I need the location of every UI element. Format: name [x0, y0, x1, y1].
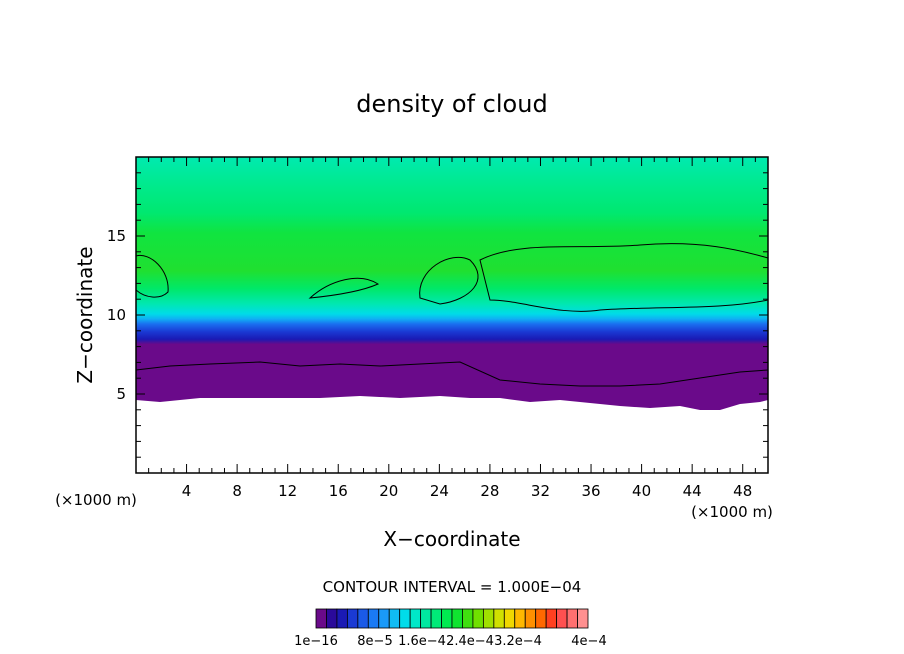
colorbar-swatch [315, 608, 327, 629]
colorbar-swatch [430, 608, 442, 629]
colorbar-label: 3.2e−4 [494, 634, 542, 649]
y-tick-label: 10 [107, 306, 126, 324]
contour-interval-label: CONTOUR INTERVAL = 1.000E−04 [323, 578, 582, 596]
colorbar-swatch [566, 608, 578, 629]
cloud-contour-middle [419, 256, 479, 305]
colorbar-swatch [420, 608, 432, 629]
x-tick-label: 8 [232, 482, 242, 500]
x-tick-label: 24 [430, 482, 449, 500]
colorbar-label: 1e−16 [294, 634, 338, 649]
y-tick-label: 15 [107, 227, 126, 245]
colorbar [315, 608, 589, 629]
cloud-contour-left [136, 254, 169, 298]
x-tick-label: 36 [581, 482, 600, 500]
y-tick-label: 5 [116, 385, 126, 403]
colorbar-label: 8e−5 [357, 634, 392, 649]
colorbar-swatch [535, 608, 547, 629]
y-axis-unit: (×1000 m) [55, 491, 137, 509]
cloud-contour-right [479, 243, 768, 312]
x-tick-label: 12 [278, 482, 297, 500]
colorbar-swatch [388, 608, 401, 629]
cloud-contour-upper [308, 277, 380, 299]
x-axis-unit: (×1000 m) [691, 503, 773, 521]
x-tick-label: 28 [480, 482, 499, 500]
x-tick-label: 48 [733, 482, 752, 500]
colorbar-swatch [378, 608, 390, 629]
colorbar-label: 4e−4 [571, 634, 606, 649]
colorbar-swatch [545, 608, 558, 629]
colorbar-swatch [462, 608, 474, 629]
colorbar-swatch [346, 608, 359, 629]
cloud-field [136, 157, 768, 410]
colorbar-swatch [326, 608, 338, 629]
colorbar-swatch [514, 608, 526, 629]
colorbar-swatch [503, 608, 516, 629]
x-tick-label: 32 [531, 482, 550, 500]
y-axis-title: Z−coordinate [73, 246, 97, 383]
x-tick-label: 4 [182, 482, 192, 500]
cloud-contour-base [136, 361, 768, 387]
x-tick-label: 16 [329, 482, 348, 500]
colorbar-swatch [441, 608, 453, 629]
x-tick-label: 40 [632, 482, 651, 500]
colorbar-swatch [556, 608, 568, 629]
colorbar-swatch [336, 608, 348, 629]
colorbar-swatch [367, 608, 380, 629]
y-axis-ticks: 5 10 15 [107, 172, 768, 458]
colorbar-swatch [357, 608, 369, 629]
x-axis-ticks: 4 8 12 16 20 24 28 32 36 40 44 48 [148, 157, 756, 500]
colorbar-swatch [409, 608, 422, 629]
colorbar-labels: 1e−16 8e−5 1.6e−4 2.4e−4 3.2e−4 4e−4 [294, 634, 607, 649]
colorbar-swatch [399, 608, 411, 629]
x-axis-title: X−coordinate [383, 527, 520, 551]
colorbar-swatch [493, 608, 505, 629]
colorbar-swatch [472, 608, 484, 629]
colorbar-swatch [451, 608, 463, 629]
x-tick-label: 20 [379, 482, 398, 500]
colorbar-swatch [577, 608, 589, 629]
x-tick-label: 44 [683, 482, 702, 500]
colorbar-label: 1.6e−4 [398, 634, 446, 649]
colorbar-label: 2.4e−4 [446, 634, 494, 649]
chart-title: density of cloud [356, 90, 547, 118]
colorbar-swatch [482, 608, 495, 629]
colorbar-swatch [524, 608, 537, 629]
